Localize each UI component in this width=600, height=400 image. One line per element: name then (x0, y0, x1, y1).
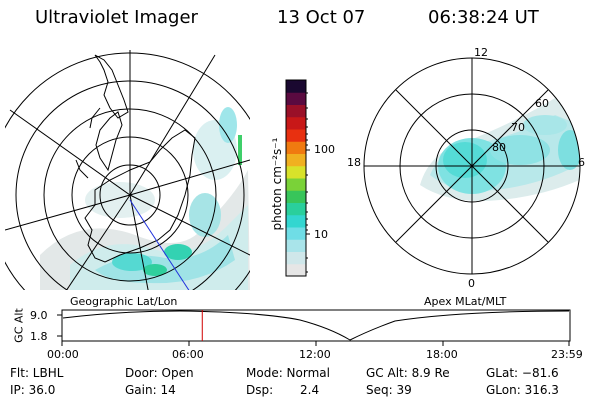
colorbar-segment (286, 104, 306, 118)
seq-info: Seq: 39 (366, 383, 412, 397)
filter-info: Flt: LBHL (10, 366, 64, 380)
colorbar-minor-ticks (306, 92, 308, 273)
colorbar-segment (286, 153, 306, 167)
mlt-label-0: 0 (468, 277, 475, 290)
ip-info: IP: 36.0 (10, 383, 56, 397)
magnetic-map (363, 57, 581, 275)
south-america-coastline (94, 54, 129, 119)
right-emission (420, 95, 580, 202)
glon-info: GLon: 316.3 (486, 383, 559, 397)
timeline-x-tick: 23:59 (551, 348, 583, 361)
left-emission (40, 107, 250, 290)
colorbar-segment (286, 165, 306, 179)
longitude-lines (5, 50, 250, 290)
mlat-label-80: 80 (492, 141, 506, 154)
mode-info: Mode: Normal (246, 366, 330, 380)
time-label: 06:38:24 UT (428, 7, 539, 28)
glat-info: GLat: −81.6 (486, 366, 559, 380)
colorbar-segment (286, 263, 306, 277)
colorbar-frame (285, 79, 307, 277)
timeline-frame (61, 309, 571, 342)
mlt-label-18: 18 (347, 156, 361, 169)
colorbar-segment (286, 116, 306, 130)
dsp-label: Dsp: (246, 383, 274, 397)
timeline-ticks (57, 314, 570, 346)
timeline-x-tick: 00:00 (47, 348, 79, 361)
left-panel-label: Geographic Lat/Lon (70, 295, 178, 308)
mlt-label-12: 12 (474, 46, 488, 59)
colorbar-segment (286, 214, 306, 228)
peninsula-coastline (95, 111, 123, 172)
gc-alt-info: GC Alt: 8.9 Re (366, 366, 450, 380)
antarctica-coastline (84, 129, 196, 263)
colorbar-segment (286, 239, 306, 252)
colorbar-segment (286, 227, 306, 240)
mlt-lines (364, 58, 580, 274)
timeline-y-tick-min: 1.8 (30, 330, 48, 343)
colorbar-tick-10: 10 (314, 228, 328, 241)
colorbar-segment (286, 92, 306, 105)
colorbar-segment (286, 141, 306, 154)
date-label: 13 Oct 07 (277, 7, 366, 28)
colorbar (286, 80, 306, 277)
noon-meridian-line (129, 199, 190, 290)
mlat-label-60: 60 (535, 97, 549, 110)
colorbar-tick-100: 100 (314, 143, 335, 156)
right-panel-label: Apex MLat/MLT (424, 295, 507, 308)
colorbar-segment (286, 178, 306, 191)
colorbar-segment (286, 251, 306, 265)
timeline-x-tick: 12:00 (299, 348, 331, 361)
dsp-value: 2.4 (300, 383, 320, 397)
mlat-label-70: 70 (511, 121, 525, 134)
colorbar-segment (286, 202, 306, 216)
instrument-title: Ultraviolet Imager (35, 7, 198, 28)
mlt-label-6: 6 (578, 156, 585, 169)
gc-alt-curve (62, 310, 570, 341)
timeline-x-tick: 18:00 (426, 348, 458, 361)
door-info: Door: Open (125, 366, 194, 380)
timeline-y-label: GC Alt (12, 308, 26, 343)
colorbar-segment (286, 129, 306, 142)
colorbar-segment (286, 80, 306, 93)
colorbar-segment (286, 190, 306, 203)
colorbar-unit-label: photon cm⁻²s⁻¹ (270, 137, 284, 231)
timeline-plot (57, 309, 571, 346)
timeline-y-tick-max: 9.0 (30, 309, 48, 322)
gain-info: Gain: 14 (125, 383, 176, 397)
geographic-map (5, 50, 250, 290)
timeline-x-tick: 06:00 (172, 348, 204, 361)
